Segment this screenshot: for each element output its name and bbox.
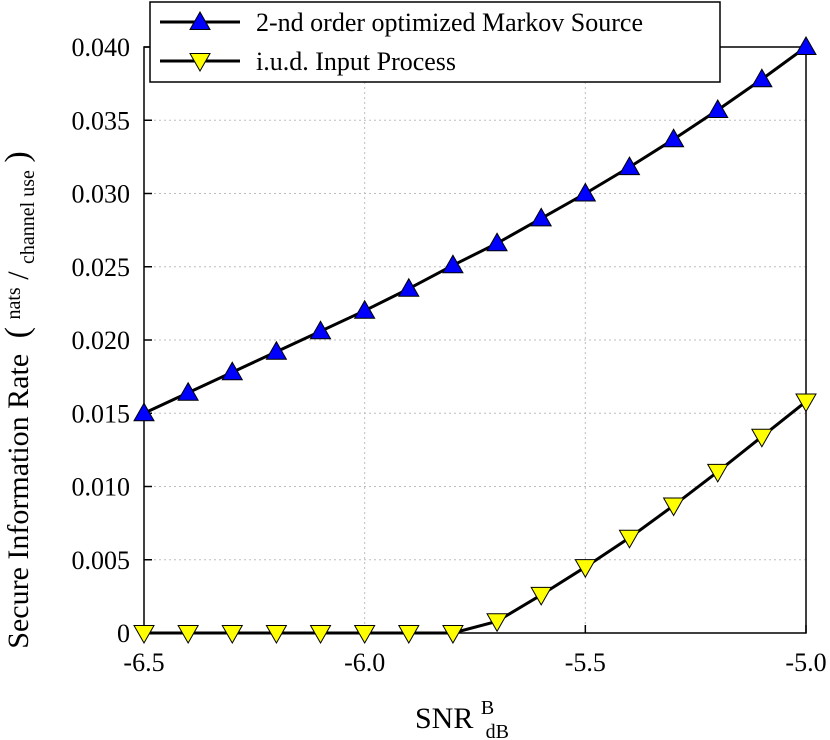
data-point [353,625,376,645]
data-point [177,381,199,401]
data-point [618,156,641,176]
y-axis-label-main: Secure Information Rate [2,354,35,649]
grid [144,47,806,633]
data-point [706,463,729,483]
axis-ticks: -6.5 -6.0 -5.5 -5.0 0 0.005 0.010 0.015 0.020 0.0… [72,33,827,677]
y-axis-unit-slash: / [2,271,35,280]
data-point [574,559,597,579]
data-point [177,625,199,645]
data-point [397,277,420,297]
y-tick-label: 0.015 [72,399,131,428]
data-point [662,128,685,148]
y-tick-label: 0.005 [72,546,131,575]
data-point [618,529,641,549]
series-group [133,35,817,645]
y-tick-label: 0.020 [72,326,131,355]
data-point [486,613,508,633]
x-axis-label-superscript: B [481,697,494,719]
series-markov [133,35,817,422]
data-point [265,340,288,360]
y-tick-label: 0.035 [72,106,131,135]
data-point [397,625,420,645]
legend-label-iud: i.u.d. Input Process [256,47,456,76]
x-tick-label: -5.0 [785,648,826,677]
data-point [442,254,464,274]
y-tick-label: 0 [117,619,130,648]
y-axis-unit-numerator: nats [3,287,25,319]
x-tick-label: -6.0 [344,648,385,677]
data-point [751,68,773,88]
data-point [795,35,817,55]
y-axis-label-close-paren: ) [0,151,36,162]
data-point [486,232,508,252]
data-point [353,299,376,319]
data-point [751,428,773,448]
series-iud [133,393,817,645]
legend-entry-markov: 2-nd order optimized Markov Source [160,8,643,37]
data-point [530,586,553,606]
data-point [309,625,332,645]
x-tick-label: -6.5 [123,648,164,677]
data-point [574,182,597,202]
data-point [265,625,288,645]
y-tick-label: 0.010 [72,473,131,502]
data-point [221,625,244,645]
legend-label-markov: 2-nd order optimized Markov Source [256,8,643,37]
data-point [309,320,332,340]
data-point [795,393,817,413]
data-point [133,402,155,422]
y-axis-unit-denominator: channel use [17,170,39,264]
data-point [221,361,244,381]
legend-box [149,1,721,83]
y-tick-label: 0.030 [72,180,131,209]
legend-marker-triangle-down [189,53,211,73]
y-tick-label: 0.025 [72,253,131,282]
y-tick-label: 0.040 [72,33,131,62]
data-point [662,497,685,517]
x-axis-label-main: SNR [415,702,473,735]
series-line [144,400,807,635]
data-point [442,625,464,645]
x-tick-label: -5.5 [565,648,606,677]
x-axis-label: SNR B dB [415,688,509,740]
legend-entry-iud: i.u.d. Input Process [160,47,456,76]
legend-marker-triangle-up [189,10,211,30]
legend: 2-nd order optimized Markov Source i.u.d… [149,1,721,83]
x-axis-label-subscript: dB [486,721,509,740]
data-point [530,207,553,227]
data-point [706,98,729,118]
y-axis-label: Secure Information Rate ( nats / channel… [0,151,41,648]
y-axis-label-open-paren: ( [0,327,36,338]
data-point [133,625,155,645]
series-line [143,45,807,415]
